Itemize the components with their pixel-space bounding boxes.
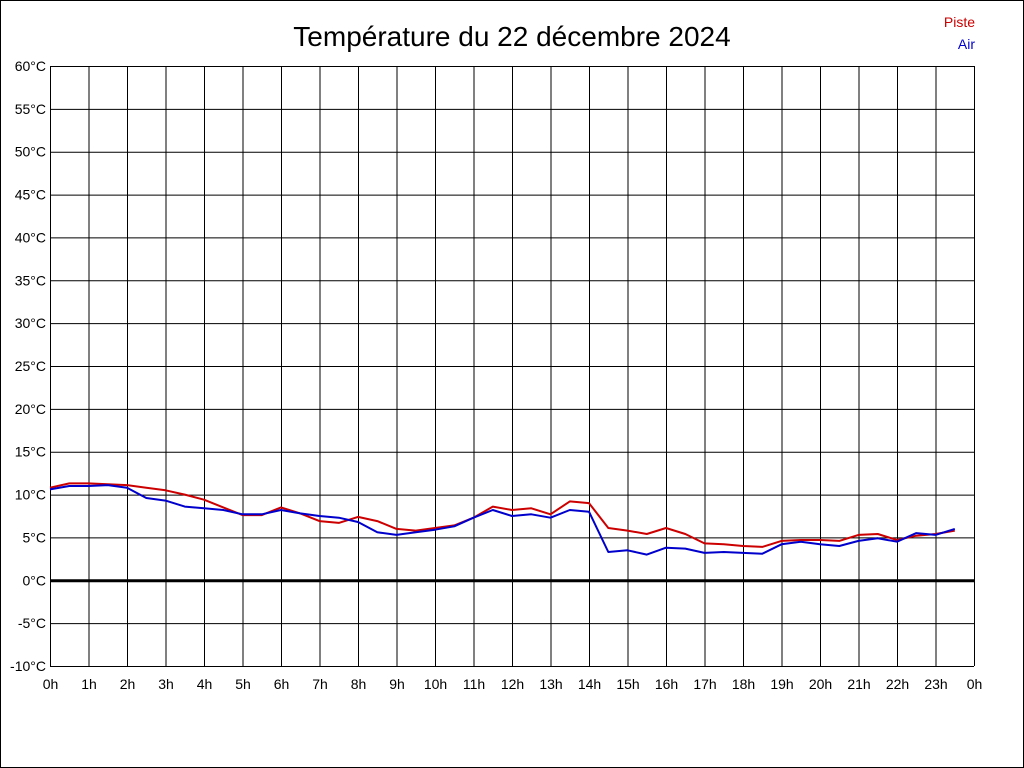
x-tick-label: 7h	[312, 676, 328, 692]
x-tick-label: 21h	[847, 676, 870, 692]
x-tick-label: 19h	[770, 676, 793, 692]
x-tick-label: 17h	[693, 676, 716, 692]
x-tick-label: 12h	[501, 676, 524, 692]
x-tick-label: 4h	[197, 676, 213, 692]
y-tick-label: 45°C	[15, 187, 46, 203]
x-tick-label: 8h	[351, 676, 367, 692]
y-tick-label: 40°C	[15, 229, 46, 245]
x-tick-label: 1h	[81, 676, 97, 692]
y-tick-label: 30°C	[15, 315, 46, 331]
y-tick-label: 60°C	[15, 58, 46, 74]
x-tick-label: 14h	[578, 676, 601, 692]
x-tick-label: 6h	[274, 676, 290, 692]
x-tick-label: 5h	[235, 676, 251, 692]
series-line-air	[49, 484, 956, 556]
legend: Piste Air	[944, 14, 975, 52]
x-tick-label: 18h	[732, 676, 755, 692]
y-tick-label: 35°C	[15, 272, 46, 288]
legend-entry-air: Air	[958, 36, 975, 52]
x-tick-label: 22h	[886, 676, 909, 692]
series-line-piste	[49, 482, 955, 548]
y-tick-label: 25°C	[15, 358, 46, 374]
y-tick-label: 5°C	[23, 529, 47, 545]
x-tick-label: 9h	[389, 676, 405, 692]
y-tick-label: -10°C	[10, 658, 46, 674]
y-tick-label: 0°C	[23, 572, 47, 588]
x-tick-label: 15h	[616, 676, 639, 692]
x-tick-label: 0h	[967, 676, 983, 692]
x-tick-label: 3h	[158, 676, 174, 692]
x-tick-label: 16h	[655, 676, 678, 692]
y-tick-label: 10°C	[15, 487, 46, 503]
y-tick-label: 15°C	[15, 444, 46, 460]
y-tick-label: 55°C	[15, 101, 46, 117]
chart-title: Température du 22 décembre 2024	[293, 21, 730, 52]
y-tick-label: 20°C	[15, 401, 46, 417]
x-tick-label: 20h	[809, 676, 832, 692]
x-tick-label: 0h	[43, 676, 59, 692]
x-axis-ticks: 0h 1h 2h 3h 4h 5h 6h 7h 8h 9h 10h 11h 12h 13h 14h 15h 16…	[43, 676, 983, 692]
y-tick-label: 50°C	[15, 144, 46, 160]
y-axis-ticks: 60°C 55°C 50°C 45°C 40°C 35°C 30°C 25°C 20°C 15°C…	[10, 58, 46, 674]
x-tick-label: 2h	[120, 676, 136, 692]
x-tick-label: 11h	[463, 676, 485, 692]
series-lines	[49, 482, 956, 556]
y-tick-label: -5°C	[18, 615, 46, 631]
grid	[50, 66, 975, 667]
x-tick-label: 13h	[539, 676, 562, 692]
legend-entry-piste: Piste	[944, 14, 975, 30]
x-tick-label: 10h	[424, 676, 447, 692]
x-tick-label: 23h	[924, 676, 947, 692]
